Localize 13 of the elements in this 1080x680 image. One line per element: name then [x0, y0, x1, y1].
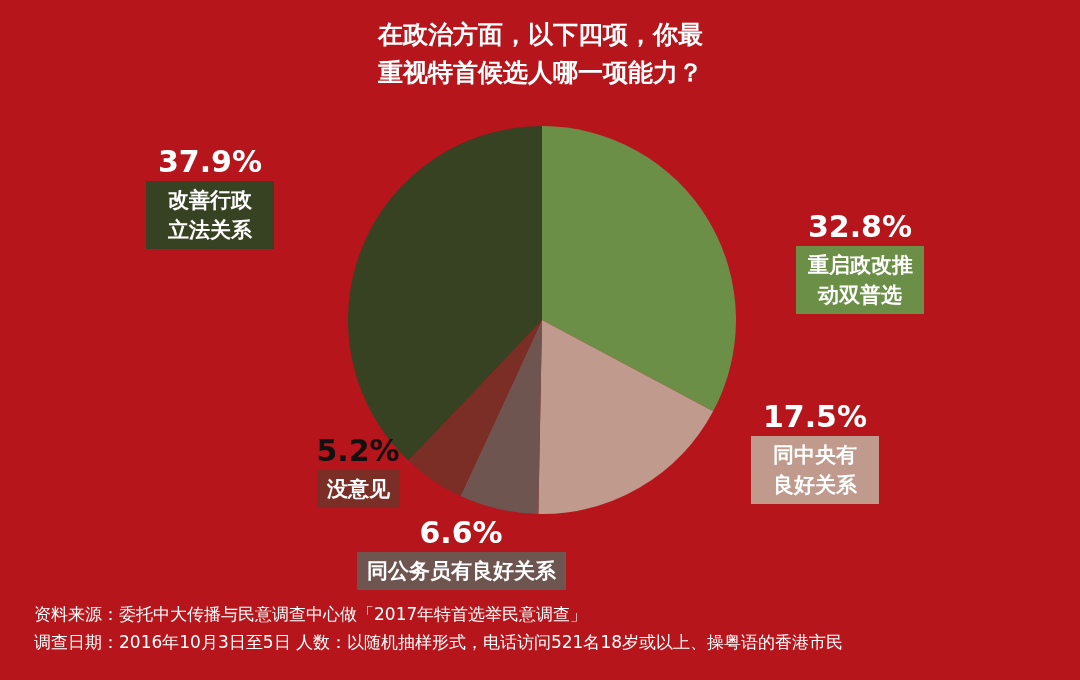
- data-label: 6.6%: [418, 515, 504, 550]
- slice-label: 重启政改推动双普选: [807, 253, 913, 307]
- data-label: 5.2%: [315, 433, 401, 468]
- slice-label: 没意见: [326, 477, 390, 501]
- data-label: 37.9%: [156, 144, 264, 179]
- chart-title: 在政治方面，以下四项，你最重视特首候选人哪一项能力？: [376, 19, 704, 89]
- slice-label: 改善行政立法关系: [168, 188, 252, 242]
- text: 资料来源：委托中大传播与民意调查中心做「2017年特首选举民意调查」: [34, 603, 589, 626]
- data-label: 17.5%: [761, 399, 869, 434]
- text: 调查日期：2016年10月3日至5日 人数：以随机抽样形式，电话访问521名18岁或以上、操粤语的香港市民: [34, 631, 844, 654]
- slice-label: 同中央有良好关系: [773, 443, 857, 497]
- slice-label: 同公务员有良好关系: [366, 559, 556, 583]
- data-label: 32.8%: [806, 209, 914, 244]
